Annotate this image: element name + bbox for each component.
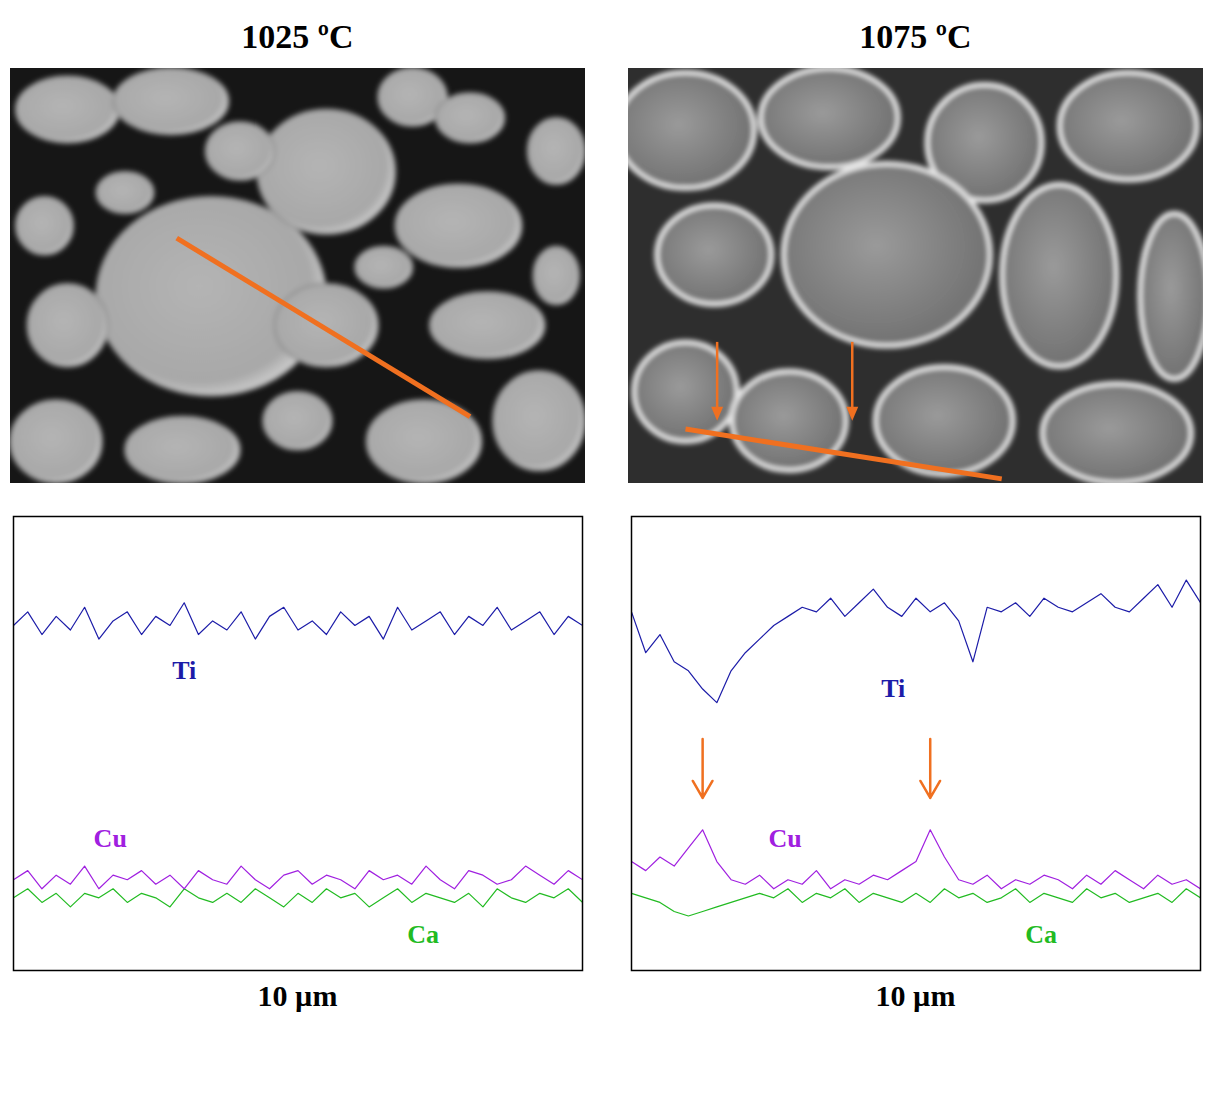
html-text:1025 ºC: 1025 ºC — [241, 18, 354, 55]
svg-text:Cu: Cu — [769, 824, 802, 853]
html-text:10 µm: 10 µm — [875, 979, 956, 1012]
svg-text:Ca: Ca — [407, 920, 439, 949]
svg-text:Ca: Ca — [1025, 920, 1057, 949]
html-text:1075 ºC: 1075 ºC — [859, 18, 972, 55]
svg-text:Cu: Cu — [94, 824, 127, 853]
svg-text:Ti: Ti — [881, 674, 905, 703]
html-text:10 µm: 10 µm — [257, 979, 338, 1012]
svg-text:Ti: Ti — [172, 656, 196, 685]
